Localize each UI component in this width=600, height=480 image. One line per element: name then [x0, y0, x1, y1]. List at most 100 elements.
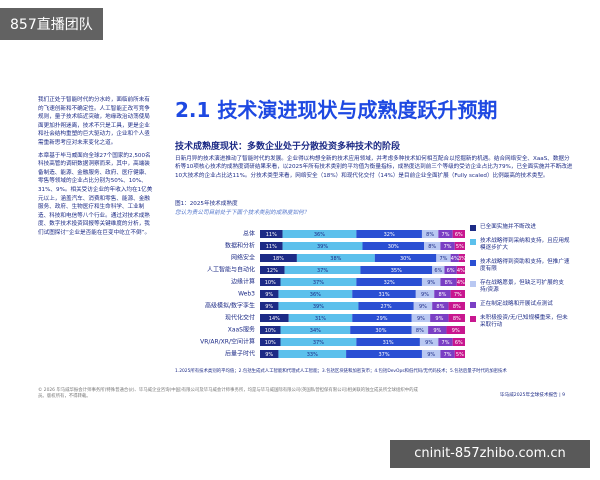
data-label: 7%: [440, 256, 448, 262]
data-label: 33%: [307, 352, 318, 358]
bar-segment: [432, 302, 449, 310]
y-tick-label: VR/AR/XR/空间计算: [200, 338, 255, 346]
legend-item: 正在制定战略和开展试点测试: [470, 301, 570, 308]
data-label: 8%: [436, 304, 444, 310]
data-label: 7%: [442, 232, 450, 238]
data-label: 9%: [427, 352, 435, 358]
legend-swatch: [470, 260, 476, 266]
data-label: 31%: [378, 292, 389, 298]
data-label: 32%: [384, 232, 395, 238]
data-label: 38%: [330, 256, 341, 262]
data-label: 30%: [388, 244, 399, 250]
bar-segment: [358, 302, 414, 310]
bar-segment: [454, 242, 465, 250]
bar-segment: [282, 230, 357, 238]
data-label: 5%: [456, 244, 464, 250]
data-label: 36%: [310, 292, 321, 298]
bar-segment: [356, 338, 420, 346]
watermark: 857直播团队: [0, 8, 103, 40]
bar-segment: [346, 350, 422, 358]
y-tick-label: 边缘计算: [231, 278, 255, 286]
bar-segment: [458, 254, 465, 262]
data-label: 30%: [400, 256, 411, 262]
data-label: 9%: [452, 328, 460, 334]
data-label: 8%: [453, 304, 461, 310]
data-label: 9%: [419, 304, 427, 310]
bar-segment: [430, 314, 449, 322]
bar-segment: [296, 254, 375, 262]
data-label: 39%: [313, 304, 324, 310]
data-label: 4%: [451, 256, 459, 262]
data-label: 5%: [456, 352, 464, 358]
data-label: 9%: [427, 280, 435, 286]
bar-segment: [284, 266, 361, 274]
bar-segment: [411, 314, 431, 322]
bar-segment: [450, 254, 459, 262]
bar-segment: [448, 314, 465, 322]
bar-segment: [278, 350, 347, 358]
data-label: 14%: [269, 316, 280, 322]
bar-segment: [278, 302, 359, 310]
bar-segment: [438, 338, 453, 346]
bar-segment: [260, 338, 281, 346]
bar-segment: [436, 254, 451, 262]
bar-segment: [374, 254, 437, 262]
sidebar-paragraph: 我们正处于智能时代的分水岭，面临前所未有的飞速创新和不确定性。人工智能正改写竞争…: [38, 97, 150, 146]
bar-segment: [421, 278, 441, 286]
legend-swatch: [470, 302, 476, 308]
data-label: 31%: [315, 316, 326, 322]
bar-segment: [260, 230, 283, 238]
bar-segment: [415, 290, 435, 298]
legend-label: 正在制定战略和开展试点测试: [480, 301, 553, 307]
sidebar-paragraph: 本章基于毕马威面向全球27个国家的2,500名科技高管的调研数据洞察而来，其中，…: [38, 152, 153, 236]
bar-segment: [434, 290, 451, 298]
bar-segment: [446, 326, 465, 334]
bar-segment: [411, 326, 429, 334]
data-label: 35%: [391, 268, 402, 274]
y-tick-label: 人工智能与自动化: [207, 266, 255, 274]
legend-label: 技术战略得到采纳和支持，且应用规模逐步扩大: [480, 238, 570, 251]
data-label: 32%: [384, 280, 395, 286]
legend-swatch: [470, 281, 476, 287]
bar-segment: [438, 230, 453, 238]
legend-label: 已全面实施并不断改进: [480, 224, 536, 230]
bar-segment: [448, 302, 465, 310]
legend-item: 已全面实施并不断改进: [470, 224, 570, 231]
chart: 总体 11% 36% 32% 8% 7% 6%数据和分析 11% 39% 30% 8% 7% 5%网络安…: [200, 230, 466, 358]
bar-segment: [288, 314, 353, 322]
bar-segment: [260, 254, 297, 262]
bar-segment: [260, 266, 285, 274]
bar-segment: [260, 326, 281, 334]
legend-item: 未积极投资/无/已知规模重来，但未采取行动: [470, 315, 570, 329]
legend: 已全面实施并不断改进 技术战略得到采纳和支持，且应用规模逐步扩大 技术战略得到资助和…: [470, 224, 570, 336]
bar-segment: [432, 266, 445, 274]
bar-segment: [452, 338, 465, 346]
bar-segment: [413, 302, 433, 310]
data-label: 4%: [457, 280, 465, 286]
legend-item: 存在战略愿景，但缺乏可扩展的支持/资源: [470, 280, 570, 294]
bar-segment: [260, 290, 279, 298]
data-label: 9%: [421, 292, 429, 298]
data-label: 10%: [265, 340, 276, 346]
legend-swatch: [470, 316, 476, 322]
bar-segment: [456, 278, 465, 286]
bar-segment: [260, 314, 289, 322]
data-label: 7%: [442, 340, 450, 346]
bar-segment: [421, 350, 441, 358]
data-label: 6%: [455, 232, 463, 238]
figure-question: 您认为贵公司目前处于下面个技术类别的成熟度如何？: [175, 210, 310, 216]
y-tick-label: 网络安全: [231, 254, 255, 262]
bar-segment: [356, 278, 422, 286]
data-label: 8%: [445, 280, 453, 286]
bar-segment: [360, 266, 433, 274]
data-label: 29%: [376, 316, 387, 322]
bar-segment: [454, 350, 465, 358]
bar-segment: [280, 326, 351, 334]
data-label: 18%: [273, 256, 284, 262]
data-label: 37%: [313, 340, 324, 346]
bar-segment: [428, 326, 447, 334]
data-label: 9%: [417, 316, 425, 322]
bar-segment: [278, 290, 353, 298]
intro-text: 日新月异的技术演进推动了智能时代的发展。企业得以构想全新的技术应用领域，并考虑多…: [175, 156, 573, 179]
